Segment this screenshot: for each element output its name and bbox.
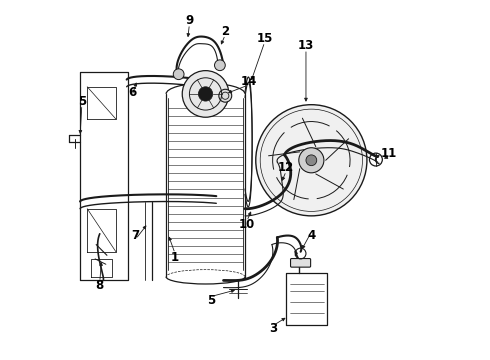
Text: 3: 3 <box>270 322 278 335</box>
FancyBboxPatch shape <box>291 258 311 267</box>
Text: 14: 14 <box>241 75 257 88</box>
Circle shape <box>219 89 232 102</box>
Text: 9: 9 <box>185 14 194 27</box>
Text: 2: 2 <box>221 25 229 38</box>
Text: 5: 5 <box>207 294 215 307</box>
Text: 7: 7 <box>131 229 140 242</box>
Text: 1: 1 <box>171 251 179 264</box>
Circle shape <box>299 148 324 173</box>
Circle shape <box>173 69 184 80</box>
Text: 5: 5 <box>78 95 86 108</box>
Text: 11: 11 <box>380 147 396 159</box>
Circle shape <box>182 71 229 117</box>
Text: 12: 12 <box>278 161 294 174</box>
Text: 13: 13 <box>298 39 314 52</box>
Text: 15: 15 <box>257 32 273 45</box>
Text: 4: 4 <box>307 229 316 242</box>
Circle shape <box>306 155 317 166</box>
Circle shape <box>198 87 213 101</box>
Text: 10: 10 <box>239 218 255 231</box>
Text: 6: 6 <box>128 86 136 99</box>
Text: 8: 8 <box>96 279 104 292</box>
Circle shape <box>215 60 225 71</box>
Circle shape <box>256 105 367 216</box>
